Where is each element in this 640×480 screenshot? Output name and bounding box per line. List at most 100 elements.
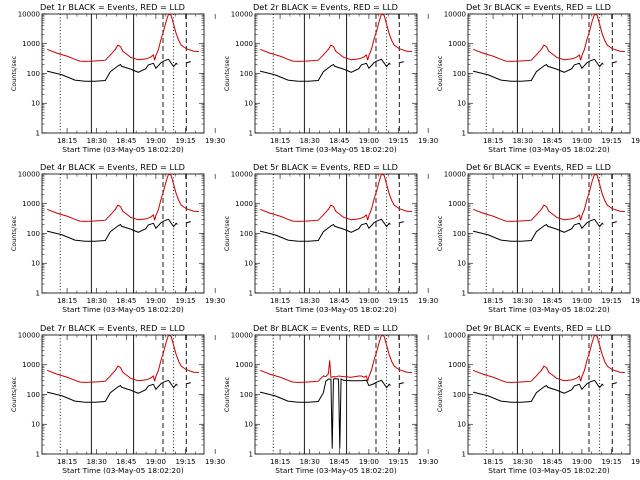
series-lld-line [259, 14, 412, 62]
detector-panel-5: Det 5r BLACK = Events, RED = LLD 1 10 100 10… [223, 162, 438, 314]
x-tick-label: 18:45 [329, 297, 349, 305]
y-tick-label: 100 [27, 70, 40, 78]
x-tick-label: 19:00 [146, 297, 166, 305]
series-events-line [472, 379, 604, 403]
x-tick-label: 19:30 [205, 458, 225, 466]
x-axis-label: Start Time (03-May-05 18:02:20) [275, 305, 397, 314]
x-tick-label: 19:00 [572, 297, 592, 305]
y-tick-label: 1 [36, 129, 40, 137]
y-tick-label: 1 [462, 450, 466, 458]
series-lld-line [259, 174, 412, 222]
series-events-tail [399, 221, 404, 224]
x-tick-label: 19:30 [205, 137, 225, 145]
x-tick-label: 18:15 [270, 137, 290, 145]
x-tick-label: 19:30 [418, 137, 438, 145]
y-tick-label: 1 [36, 289, 40, 297]
y-tick-label: 10000 [231, 331, 253, 339]
x-tick-label: 19:30 [418, 297, 438, 305]
series-lld-line [472, 335, 625, 383]
x-tick-label: 18:45 [542, 458, 562, 466]
y-axis-label: Counts/sec [436, 376, 444, 412]
series-events-line [46, 218, 178, 242]
x-tick-label: 19:00 [572, 137, 592, 145]
x-tick-label: 18:30 [87, 137, 107, 145]
x-tick-label: 18:30 [513, 137, 533, 145]
y-tick-label: 10000 [231, 170, 253, 178]
x-tick-label: 19:00 [572, 458, 592, 466]
x-tick-label: 18:45 [329, 458, 349, 466]
plot-frame [41, 173, 205, 294]
y-tick-label: 10 [31, 100, 40, 108]
x-tick-label: 18:45 [116, 458, 136, 466]
y-tick-label: 10000 [18, 10, 40, 18]
x-tick-label: 18:45 [542, 137, 562, 145]
y-tick-label: 10 [457, 260, 466, 268]
panel-title: Det 9r BLACK = Events, RED = LLD [466, 323, 611, 333]
series-events-tail [612, 61, 617, 64]
y-tick-label: 1000 [22, 40, 40, 48]
detector-panel-3: Det 3r BLACK = Events, RED = LLD 1 10 100 10… [436, 2, 640, 154]
series-events-line [46, 58, 178, 82]
y-tick-label: 10000 [444, 331, 466, 339]
x-tick-label: 18:15 [270, 297, 290, 305]
x-tick-label: 19:00 [146, 458, 166, 466]
y-axis-label: Counts/sec [223, 215, 231, 251]
panel-title: Det 4r BLACK = Events, RED = LLD [40, 162, 185, 172]
plot-frame [467, 334, 631, 455]
x-axis-label: Start Time (03-May-05 18:02:20) [488, 305, 610, 314]
x-tick-label: 18:15 [57, 297, 77, 305]
y-tick-label: 10 [31, 421, 40, 429]
x-tick-label: 19:15 [175, 137, 195, 145]
x-tick-label: 18:15 [57, 458, 77, 466]
detector-panel-4: Det 4r BLACK = Events, RED = LLD 1 10 100 10… [10, 162, 225, 314]
x-axis-label: Start Time (03-May-05 18:02:20) [488, 145, 610, 154]
x-tick-label: 18:15 [483, 458, 503, 466]
y-tick-label: 1000 [235, 40, 253, 48]
y-tick-label: 100 [453, 70, 466, 78]
x-axis-label: Start Time (03-May-05 18:02:20) [62, 466, 184, 475]
series-lld-line [259, 335, 412, 383]
x-tick-label: 19:15 [601, 297, 621, 305]
x-tick-label: 18:30 [513, 297, 533, 305]
x-tick-label: 18:15 [483, 137, 503, 145]
y-axis-label: Counts/sec [10, 376, 18, 412]
series-lld-line [46, 14, 199, 62]
y-axis-label: Counts/sec [223, 55, 231, 91]
x-tick-label: 18:30 [300, 137, 320, 145]
x-axis-label: Start Time (03-May-05 18:02:20) [62, 145, 184, 154]
series-events-tail [399, 382, 404, 385]
plot-frame [254, 173, 418, 294]
panel-title: Det 6r BLACK = Events, RED = LLD [466, 162, 611, 172]
x-tick-label: 19:15 [175, 458, 195, 466]
panel-title: Det 7r BLACK = Events, RED = LLD [40, 323, 185, 333]
x-tick-label: 18:30 [87, 458, 107, 466]
x-tick-label: 19:00 [146, 137, 166, 145]
y-tick-label: 1000 [448, 361, 466, 369]
x-tick-label: 19:00 [359, 458, 379, 466]
series-events-tail [399, 61, 404, 64]
series-events-tail [186, 382, 191, 385]
detector-panel-8: Det 8r BLACK = Events, RED = LLD 1 10 100 10… [223, 323, 438, 475]
y-tick-label: 10000 [231, 10, 253, 18]
x-axis-label: Start Time (03-May-05 18:02:20) [275, 466, 397, 475]
series-events-line [259, 218, 391, 242]
y-tick-label: 10 [244, 260, 253, 268]
x-axis-label: Start Time (03-May-05 18:02:20) [275, 145, 397, 154]
series-lld-line [46, 335, 199, 383]
detector-panel-1: Det 1r BLACK = Events, RED = LLD 1 10 100 10… [10, 2, 225, 154]
x-tick-label: 18:45 [116, 137, 136, 145]
series-events-line [259, 58, 391, 82]
x-tick-label: 18:30 [300, 297, 320, 305]
x-axis-label: Start Time (03-May-05 18:02:20) [488, 466, 610, 475]
x-tick-label: 18:30 [513, 458, 533, 466]
x-tick-label: 19:30 [631, 458, 640, 466]
series-lld-line [472, 174, 625, 222]
x-tick-label: 18:30 [87, 297, 107, 305]
y-tick-label: 10 [244, 421, 253, 429]
y-axis-label: Counts/sec [223, 376, 231, 412]
x-tick-label: 19:15 [175, 297, 195, 305]
panel-title: Det 3r BLACK = Events, RED = LLD [466, 2, 611, 12]
x-tick-label: 18:45 [329, 137, 349, 145]
y-tick-label: 1 [462, 129, 466, 137]
